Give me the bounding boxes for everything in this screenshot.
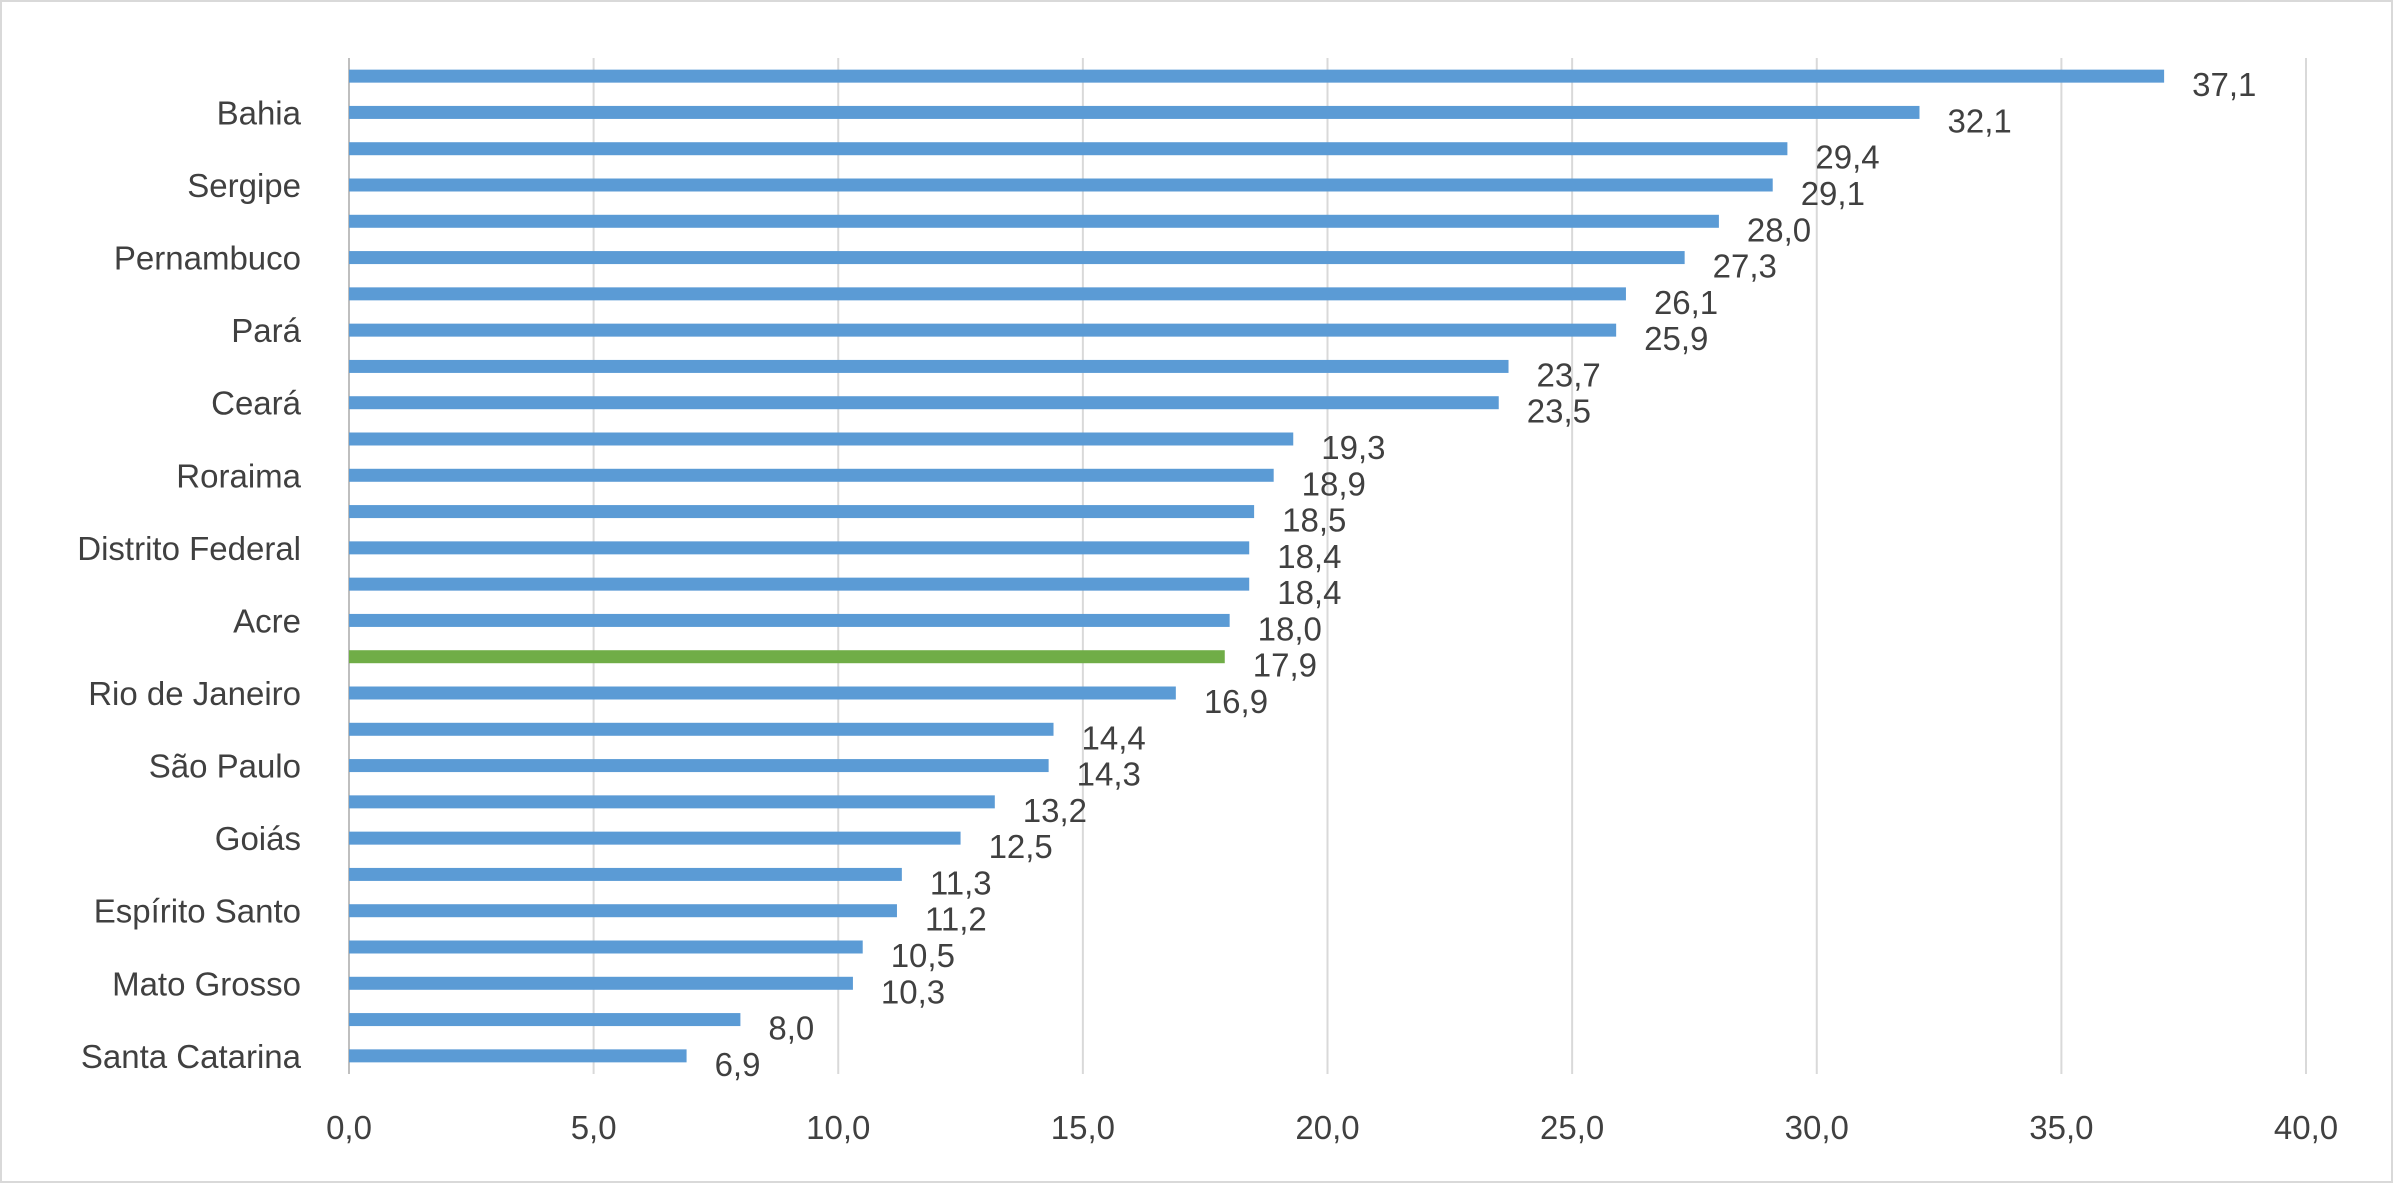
bar <box>349 831 961 845</box>
bar <box>349 650 1225 664</box>
bar <box>349 178 1773 192</box>
bar <box>349 251 1685 265</box>
data-label: 16,9 <box>1204 683 1268 720</box>
x-tick-label: 5,0 <box>571 1109 617 1146</box>
bar <box>349 867 902 881</box>
category-labels: Bahia Sergipe Pernambuco Pará Ceará Roraima Di… <box>77 94 301 1074</box>
bar <box>349 795 995 809</box>
x-tick-label: 25,0 <box>1540 1109 1604 1146</box>
data-labels: 37,1 32,1 29,429,128,027,326,125,9 23,723,5… <box>715 66 2257 1083</box>
data-label: 11,2 <box>925 901 987 938</box>
data-label: 37,1 <box>2192 66 2256 103</box>
category-label: Mato Grosso <box>112 965 301 1002</box>
bar <box>349 577 1250 591</box>
data-label: 14,4 <box>1082 719 1146 756</box>
data-label: 23,5 <box>1527 393 1591 430</box>
x-axis-ticks: 0,0 5,0 10,0 15,0 20,0 25,0 30,0 35,0 40,0 <box>326 1109 2338 1146</box>
category-label: Espírito Santo <box>94 893 301 930</box>
category-label: Pará <box>231 312 301 349</box>
bar <box>349 613 1230 627</box>
data-label: 27,3 <box>1713 248 1777 285</box>
category-label: Santa Catarina <box>81 1038 302 1075</box>
data-label: 14,3 <box>1077 756 1141 793</box>
data-label: 26,1 <box>1654 284 1718 321</box>
data-label: 29,1 <box>1801 175 1865 212</box>
data-label: 10,5 <box>891 937 955 974</box>
category-label: Bahia <box>217 94 302 131</box>
bar <box>349 105 1920 119</box>
data-label: 10,3 <box>881 973 945 1010</box>
bar <box>349 976 853 990</box>
bar <box>349 904 897 918</box>
data-label: 12,5 <box>989 828 1053 865</box>
bar <box>349 214 1719 228</box>
bar <box>349 1049 687 1063</box>
data-label: 17,9 <box>1253 647 1317 684</box>
bar <box>349 722 1054 736</box>
x-tick-label: 10,0 <box>806 1109 870 1146</box>
data-label: 18,9 <box>1302 465 1366 502</box>
data-label: 18,0 <box>1258 610 1322 647</box>
x-tick-label: 35,0 <box>2029 1109 2093 1146</box>
x-tick-label: 40,0 <box>2274 1109 2338 1146</box>
category-label: Ceará <box>211 385 302 422</box>
category-label: Sergipe <box>187 167 301 204</box>
bar <box>349 432 1294 446</box>
bar <box>349 287 1626 301</box>
category-label: Acre <box>233 602 301 639</box>
bar <box>349 142 1788 156</box>
data-label: 32,1 <box>1947 102 2011 139</box>
bars <box>349 69 2165 1063</box>
data-label: 18,4 <box>1277 538 1341 575</box>
data-label: 13,2 <box>1023 792 1087 829</box>
data-label: 8,0 <box>768 1010 814 1047</box>
category-label: São Paulo <box>149 748 301 785</box>
x-tick-label: 15,0 <box>1051 1109 1115 1146</box>
bar <box>349 940 863 954</box>
bar <box>349 396 1499 410</box>
data-label: 6,9 <box>715 1046 761 1083</box>
x-tick-label: 0,0 <box>326 1109 372 1146</box>
bar <box>349 759 1049 773</box>
bar <box>349 686 1176 700</box>
category-label: Rio de Janeiro <box>88 675 301 712</box>
category-label: Roraima <box>176 457 301 494</box>
bar <box>349 541 1250 555</box>
data-label: 18,4 <box>1277 574 1341 611</box>
data-label: 28,0 <box>1747 211 1811 248</box>
bar <box>349 1013 741 1027</box>
bar <box>349 359 1509 373</box>
bar <box>349 323 1617 337</box>
data-label: 29,4 <box>1815 139 1879 176</box>
x-tick-label: 30,0 <box>1785 1109 1849 1146</box>
bar <box>349 69 2165 83</box>
data-label: 18,5 <box>1282 502 1346 539</box>
x-tick-label: 20,0 <box>1295 1109 1359 1146</box>
bar <box>349 468 1274 482</box>
data-label: 11,3 <box>930 864 992 901</box>
bar <box>349 505 1255 519</box>
category-label: Goiás <box>215 820 301 857</box>
data-label: 19,3 <box>1321 429 1385 466</box>
data-label: 25,9 <box>1644 320 1708 357</box>
data-label: 23,7 <box>1537 356 1601 393</box>
category-label: Distrito Federal <box>77 530 301 567</box>
category-label: Pernambuco <box>114 240 301 277</box>
